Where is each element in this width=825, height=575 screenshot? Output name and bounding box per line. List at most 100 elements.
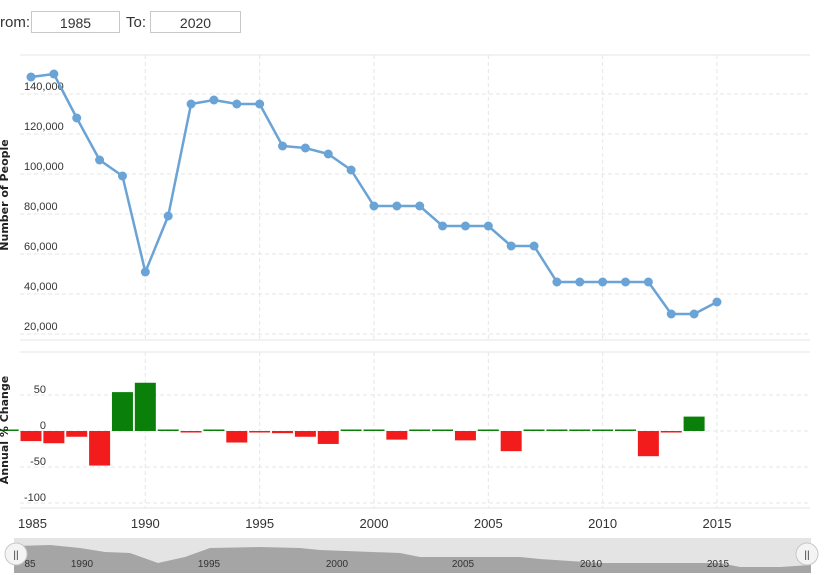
navigator-left-handle[interactable]: || — [4, 542, 28, 566]
y-tick-label-change: 0 — [40, 420, 46, 432]
data-point — [300, 143, 310, 153]
data-point — [49, 69, 59, 79]
change-bar — [20, 431, 42, 442]
change-bar — [0, 429, 19, 431]
navigator-tick-label: 1990 — [71, 559, 94, 570]
navigator-tick-label: 85 — [24, 559, 36, 570]
change-bar — [111, 392, 133, 431]
from-year-input[interactable]: 1985 — [31, 11, 120, 33]
navigator-tick-label: 2005 — [452, 559, 475, 570]
data-point — [117, 171, 127, 181]
data-point — [666, 309, 676, 319]
data-point — [278, 141, 288, 151]
change-bar — [317, 431, 339, 444]
change-bar — [272, 431, 294, 434]
change-bar — [592, 429, 614, 431]
data-point — [415, 201, 425, 211]
change-bar — [157, 429, 179, 431]
y-axis-title-change: Annual % Change — [0, 376, 11, 484]
handle-knob — [4, 542, 28, 566]
change-bar — [546, 429, 568, 431]
change-bar — [523, 429, 545, 431]
data-point — [163, 211, 173, 221]
data-point — [323, 149, 333, 159]
change-bar — [683, 416, 705, 431]
data-point — [575, 277, 585, 287]
x-tick-label: 2010 — [588, 516, 617, 531]
x-tick-label: 1990 — [131, 516, 160, 531]
change-bar — [660, 431, 682, 433]
data-point — [529, 241, 539, 251]
data-point — [95, 155, 105, 165]
data-point — [712, 297, 722, 307]
to-year-input[interactable]: 2020 — [150, 11, 241, 33]
y-tick-label-people: 40,000 — [24, 281, 58, 293]
x-tick-label: 2005 — [474, 516, 503, 531]
data-point — [392, 201, 402, 211]
y-tick-label-people: 20,000 — [24, 321, 58, 333]
change-bar — [180, 431, 202, 433]
data-point — [438, 221, 448, 231]
change-bar — [477, 429, 499, 431]
y-tick-label-people: 80,000 — [24, 201, 58, 213]
change-bar — [89, 431, 111, 466]
change-bar — [66, 431, 88, 437]
data-point — [346, 165, 356, 175]
change-bar — [340, 429, 362, 431]
change-bar — [637, 431, 659, 457]
y-tick-label-change: -100 — [24, 492, 46, 504]
data-point — [255, 99, 265, 109]
change-bar — [363, 429, 385, 431]
annual-change-bar-panel: 50 0 -50 -100 — [0, 351, 810, 509]
y-tick-label-people: 120,000 — [24, 121, 64, 133]
change-bar — [203, 429, 225, 431]
change-bar — [294, 431, 316, 437]
data-point — [552, 277, 562, 287]
y-axis-title-people: Number of People — [0, 139, 11, 250]
change-bar — [432, 429, 454, 431]
navigator-series-area — [14, 545, 811, 573]
change-bar — [249, 431, 271, 433]
change-bar — [386, 431, 408, 440]
from-label: rom: — [0, 14, 30, 31]
navigator-right-handle[interactable]: || — [795, 542, 819, 566]
date-range-bar: rom: 1985 To: 2020 — [0, 0, 825, 44]
x-tick-label: 2015 — [703, 516, 732, 531]
data-point — [72, 113, 82, 123]
data-point — [186, 99, 196, 109]
x-tick-label: 1995 — [245, 516, 274, 531]
x-axis: 1985 1990 1995 2000 2005 2010 2015 — [18, 516, 731, 531]
y-tick-label-people: 100,000 — [24, 161, 64, 173]
y-tick-label-change: 50 — [34, 384, 46, 396]
people-line-panel: 140,000 120,000 100,000 80,000 60,000 40,000 2… — [20, 54, 810, 341]
change-bar — [134, 382, 156, 431]
data-point — [460, 221, 470, 231]
navigator-tick-label: 2015 — [707, 559, 730, 570]
handle-grip-label: || — [13, 550, 18, 561]
y-tick-label-people: 60,000 — [24, 241, 58, 253]
y-tick-label-people: 140,000 — [24, 81, 64, 93]
x-tick-label: 1985 — [18, 516, 47, 531]
change-bar — [454, 431, 476, 441]
data-point — [643, 277, 653, 287]
change-bar — [409, 429, 431, 431]
handle-knob — [795, 542, 819, 566]
navigator-tick-label: 2010 — [580, 559, 603, 570]
handle-grip-label: || — [804, 550, 809, 561]
to-label: To: — [126, 14, 147, 31]
data-point — [140, 267, 150, 277]
y-tick-label-change: -50 — [30, 456, 46, 468]
range-navigator[interactable]: 85 1990 1995 2000 2005 2010 2015 || || — [4, 538, 819, 573]
navigator-tick-label: 1995 — [198, 559, 221, 570]
change-bar — [615, 429, 637, 431]
change-bar — [500, 431, 522, 452]
data-point — [232, 99, 242, 109]
change-bar — [43, 431, 65, 444]
data-point — [598, 277, 608, 287]
data-point — [621, 277, 631, 287]
people-line — [30, 72, 718, 316]
data-point — [689, 309, 699, 319]
data-point — [209, 95, 219, 105]
change-bar — [226, 431, 248, 443]
